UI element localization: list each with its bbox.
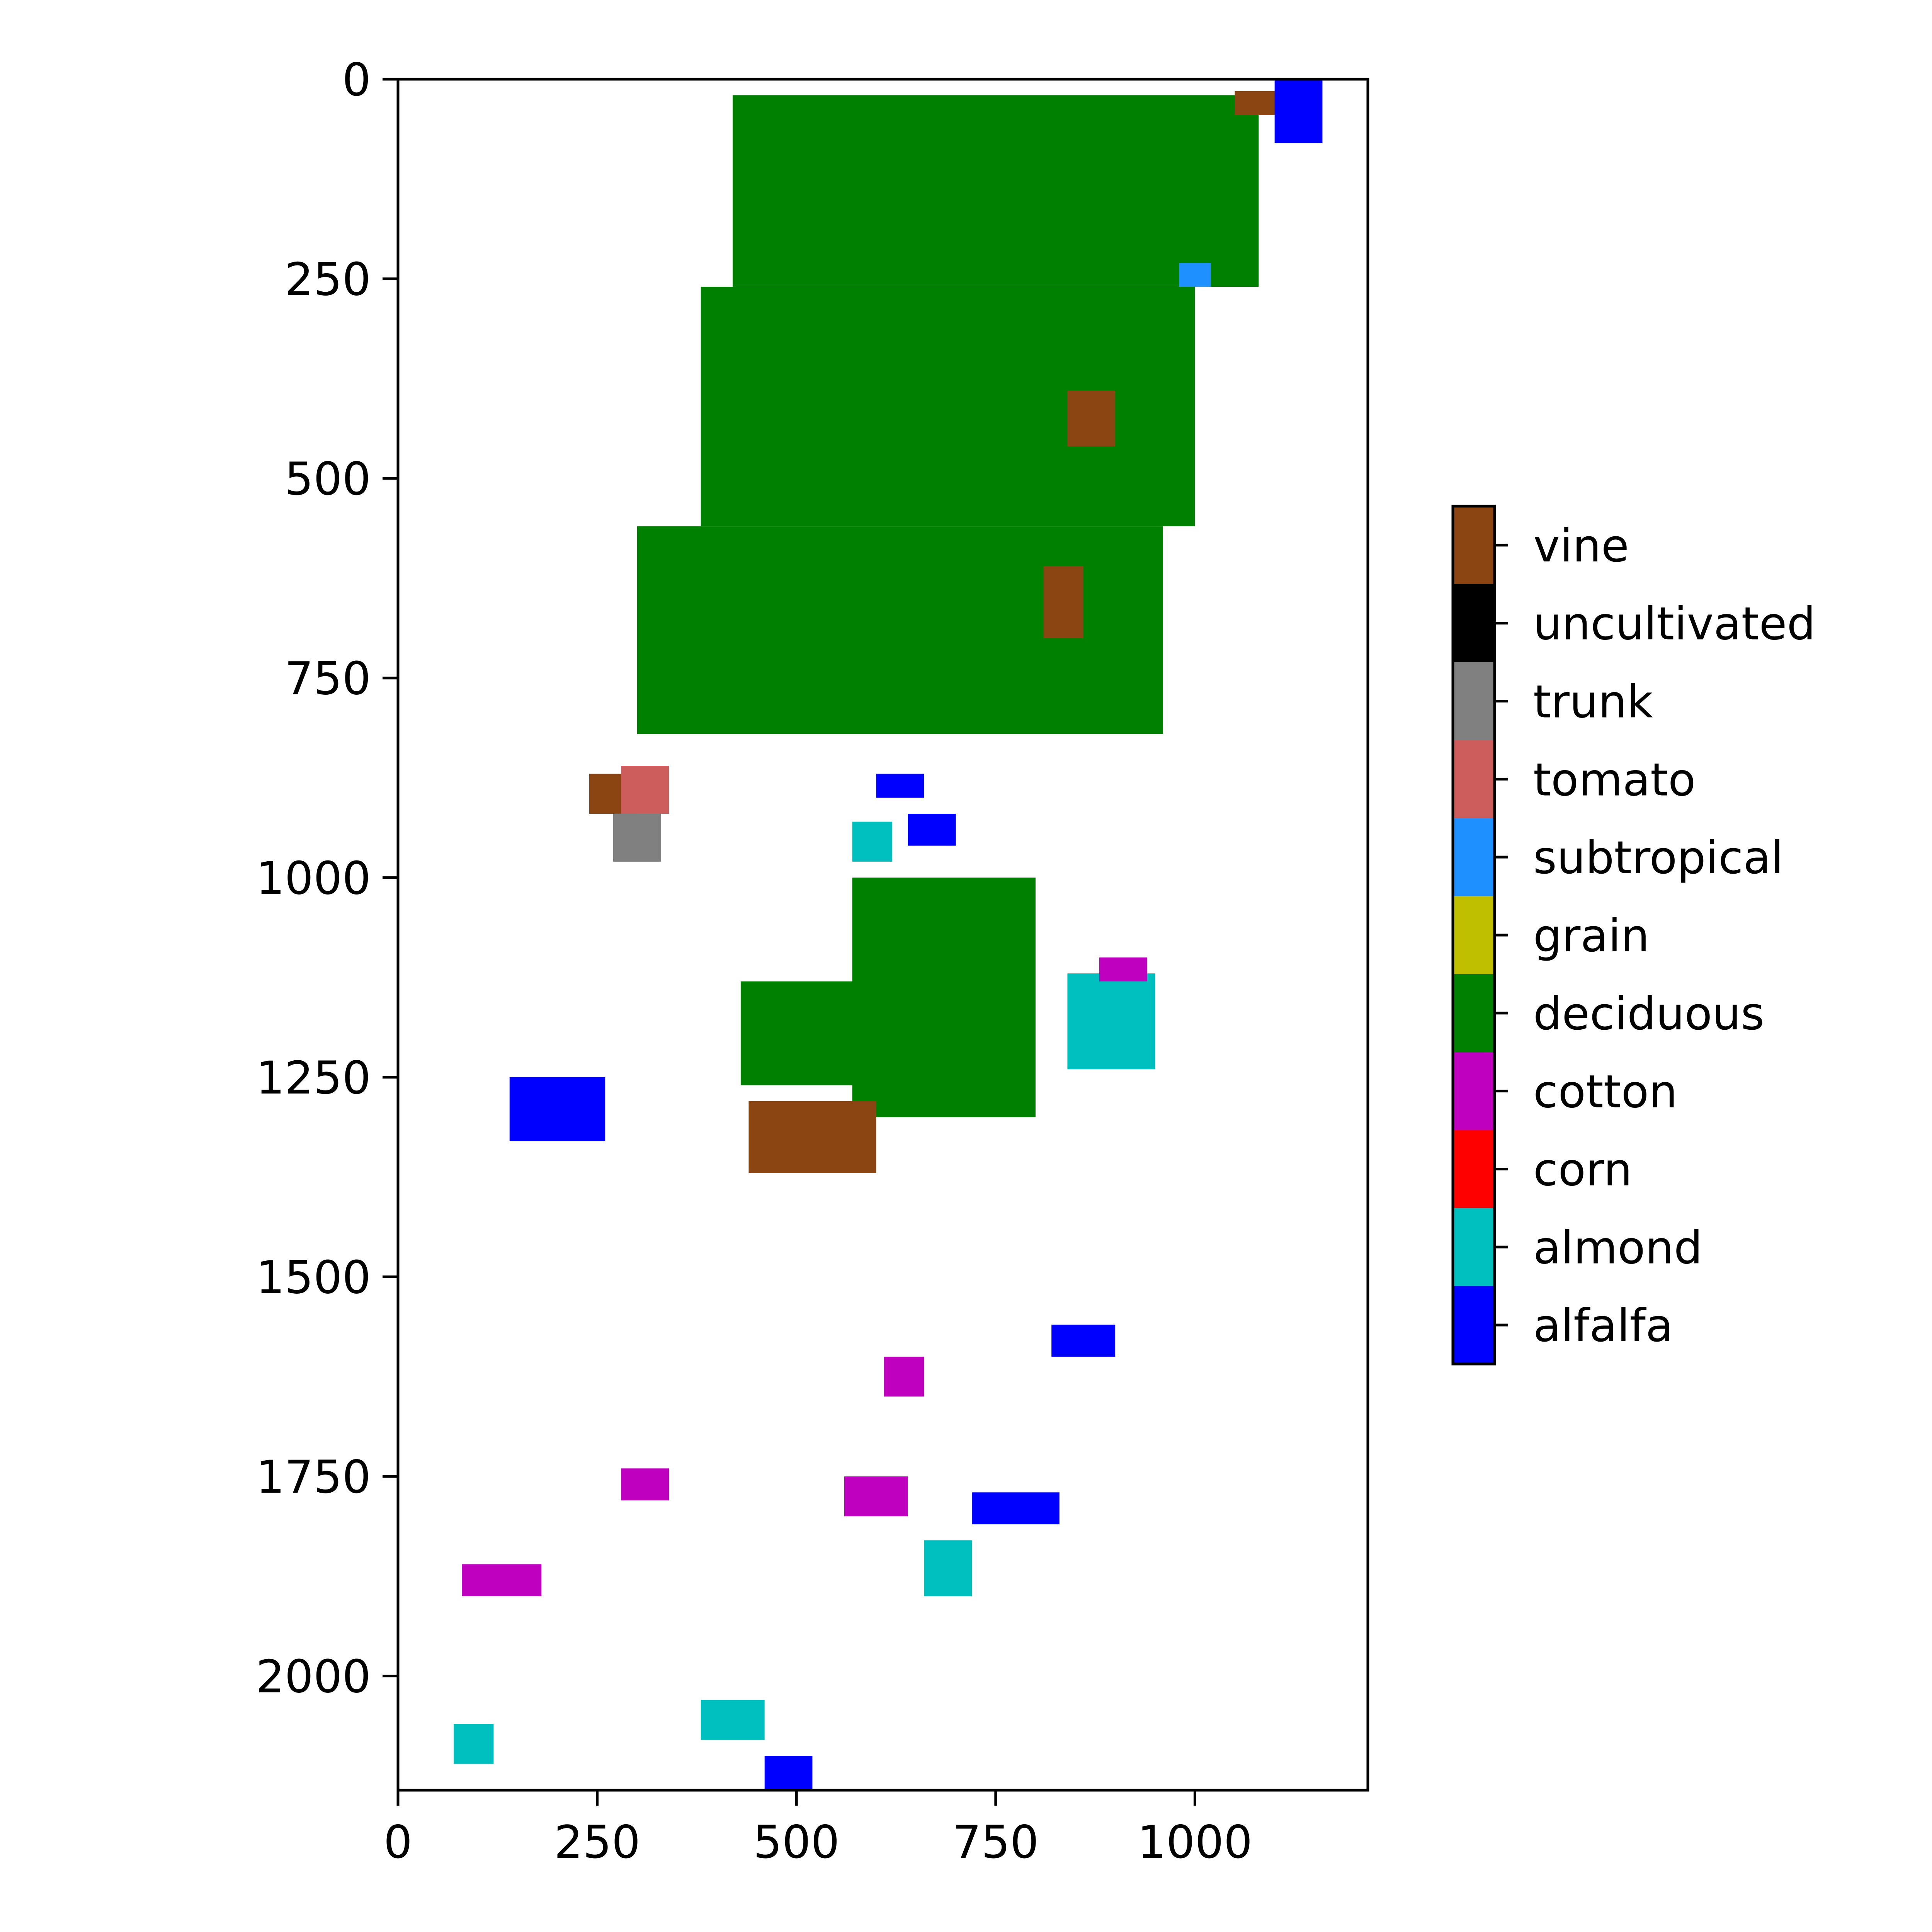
colorbar-swatch-tomato xyxy=(1453,740,1495,818)
y-tick-label: 1750 xyxy=(256,1451,371,1503)
colorbar-frame xyxy=(1451,505,1496,1366)
colorbar-swatch-almond xyxy=(1453,1208,1495,1286)
colorbar-swatch-cotton xyxy=(1453,1052,1495,1130)
field-almond-25 xyxy=(701,1700,765,1740)
x-axis: 0 250 500 750 1000 xyxy=(384,1790,1253,1869)
field-subtropical-28 xyxy=(1179,263,1211,287)
field-cotton-21 xyxy=(844,1476,908,1517)
colorbar-swatch-trunk xyxy=(1453,662,1495,740)
colorbar-swatch-alfalfa xyxy=(1453,1286,1495,1364)
x-tick-label: 750 xyxy=(952,1816,1039,1869)
field-vine-10 xyxy=(1067,390,1116,447)
colorbar-label-tomato: tomato xyxy=(1533,753,1696,806)
field-alfalfa-14 xyxy=(509,1077,605,1141)
y-tick-label: 1250 xyxy=(256,1051,371,1104)
field-deciduous-0 xyxy=(733,95,1259,287)
x-tick-label: 500 xyxy=(753,1816,840,1869)
x-tick-label: 1000 xyxy=(1138,1816,1253,1869)
map-plot-area xyxy=(396,78,1369,1792)
x-tick-label: 0 xyxy=(384,1816,412,1869)
y-tick-label: 0 xyxy=(342,53,371,106)
field-trunk-9 xyxy=(613,813,661,862)
field-cotton-22 xyxy=(621,1468,669,1500)
field-deciduous-2 xyxy=(637,526,1163,734)
colorbar-swatch-uncultivated xyxy=(1453,584,1495,662)
colorbar-label-uncultivated: uncultivated xyxy=(1533,597,1816,650)
field-deciduous-4 xyxy=(740,981,1004,1085)
field-alfalfa-15 xyxy=(971,1492,1060,1524)
field-tomato-8 xyxy=(621,765,669,814)
field-alfalfa-13 xyxy=(1274,79,1323,143)
field-almond-26 xyxy=(454,1724,494,1764)
field-vine-12 xyxy=(1235,91,1283,115)
colorbar-label-vine: vine xyxy=(1533,519,1629,572)
colorbar-label-trunk: trunk xyxy=(1533,675,1653,728)
y-tick-label: 1000 xyxy=(256,852,371,905)
classified-fields-layer xyxy=(454,79,1323,1790)
y-tick-label: 250 xyxy=(285,253,371,306)
colorbar-swatch-corn xyxy=(1453,1130,1495,1208)
x-tick-label: 250 xyxy=(554,1816,640,1869)
colorbar-label-grain: grain xyxy=(1533,909,1650,962)
y-tick-label: 1500 xyxy=(256,1251,371,1304)
colorbar-swatch-vine xyxy=(1453,506,1495,584)
y-tick-label: 500 xyxy=(285,452,371,505)
field-cotton-29 xyxy=(1099,957,1147,981)
y-tick-label: 2000 xyxy=(256,1650,371,1703)
field-almond-27 xyxy=(852,821,892,862)
colorbar-label-corn: corn xyxy=(1533,1143,1632,1196)
field-deciduous-1 xyxy=(701,287,1195,527)
y-axis: 0 250 500 750 1000 1250 1500 1750 2000 xyxy=(256,53,398,1703)
field-vine-11 xyxy=(1043,566,1083,638)
colorbar-label-almond: almond xyxy=(1533,1221,1702,1274)
plot-frame xyxy=(396,78,1369,1792)
colorbar-swatch-grain xyxy=(1453,896,1495,974)
field-almond-5 xyxy=(1067,973,1155,1070)
field-vine-6 xyxy=(748,1101,876,1173)
field-alfalfa-18 xyxy=(908,813,956,846)
field-alfalfa-19 xyxy=(1051,1325,1116,1357)
colorbar-label-alfalfa: alfalfa xyxy=(1533,1299,1673,1352)
field-alfalfa-17 xyxy=(876,774,924,798)
field-cotton-20 xyxy=(461,1564,542,1596)
colorbar-label-cotton: cotton xyxy=(1533,1065,1677,1118)
field-cotton-23 xyxy=(884,1357,924,1397)
class-colorbar: alfalfa almond corn cotton deciduous grain sub… xyxy=(1451,505,1816,1366)
colorbar-label-subtropical: subtropical xyxy=(1533,831,1784,884)
y-tick-label: 750 xyxy=(285,652,371,705)
colorbar-label-deciduous: deciduous xyxy=(1533,987,1764,1040)
field-alfalfa-16 xyxy=(764,1756,813,1790)
field-almond-24 xyxy=(924,1540,972,1596)
colorbar-swatch-subtropical xyxy=(1453,818,1495,896)
colorbar-swatch-deciduous xyxy=(1453,974,1495,1052)
